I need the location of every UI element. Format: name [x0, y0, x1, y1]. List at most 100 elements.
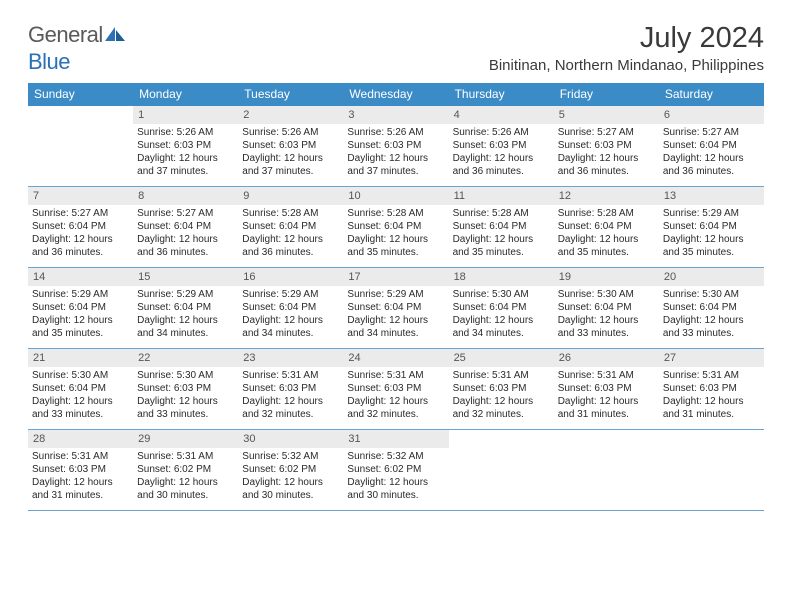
daylight-text: Daylight: 12 hours and 34 minutes. — [453, 314, 550, 340]
day-number: 24 — [343, 349, 448, 367]
day-cell: 24Sunrise: 5:31 AMSunset: 6:03 PMDayligh… — [343, 349, 448, 429]
sunset-text: Sunset: 6:03 PM — [32, 463, 129, 476]
day-number: 21 — [28, 349, 133, 367]
logo: General Blue — [28, 22, 127, 75]
daylight-text: Daylight: 12 hours and 31 minutes. — [558, 395, 655, 421]
sunset-text: Sunset: 6:04 PM — [558, 220, 655, 233]
daylight-text: Daylight: 12 hours and 32 minutes. — [242, 395, 339, 421]
day-number: 4 — [449, 106, 554, 124]
sunrise-text: Sunrise: 5:30 AM — [32, 369, 129, 382]
day-cell: 9Sunrise: 5:28 AMSunset: 6:04 PMDaylight… — [238, 187, 343, 267]
sunrise-text: Sunrise: 5:27 AM — [558, 126, 655, 139]
daylight-text: Daylight: 12 hours and 30 minutes. — [137, 476, 234, 502]
day-body: Sunrise: 5:27 AMSunset: 6:04 PMDaylight:… — [659, 124, 764, 182]
sunrise-text: Sunrise: 5:31 AM — [453, 369, 550, 382]
day-number: 14 — [28, 268, 133, 286]
sunrise-text: Sunrise: 5:31 AM — [137, 450, 234, 463]
sunset-text: Sunset: 6:02 PM — [242, 463, 339, 476]
day-cell: 12 Sunrise: 5:28 AMSunset: 6:04 PMDayligh… — [554, 187, 659, 267]
sunrise-text: Sunrise: 5:28 AM — [558, 207, 655, 220]
day-number: 30 — [238, 430, 343, 448]
day-body: Sunrise: 5:30 AMSunset: 6:04 PMDaylight:… — [554, 286, 659, 344]
day-number: 11 — [449, 187, 554, 205]
daylight-text: Daylight: 12 hours and 30 minutes. — [242, 476, 339, 502]
daylight-text: Daylight: 12 hours and 31 minutes. — [32, 476, 129, 502]
daylight-text: Daylight: 12 hours and 34 minutes. — [347, 314, 444, 340]
logo-sail-icon — [105, 23, 127, 49]
day-cell — [449, 430, 554, 510]
sunset-text: Sunset: 6:03 PM — [242, 139, 339, 152]
day-body: Sunrise: 5:26 AMSunset: 6:03 PMDaylight:… — [343, 124, 448, 182]
day-number: 16 — [238, 268, 343, 286]
day-number: 31 — [343, 430, 448, 448]
day-number: 25 — [449, 349, 554, 367]
day-cell — [28, 106, 133, 186]
day-cell: 29Sunrise: 5:31 AMSunset: 6:02 PMDayligh… — [133, 430, 238, 510]
sunset-text: Sunset: 6:04 PM — [242, 220, 339, 233]
day-cell: 22Sunrise: 5:30 AMSunset: 6:03 PMDayligh… — [133, 349, 238, 429]
day-body: Sunrise: 5:28 AMSunset: 6:04 PMDaylight:… — [343, 205, 448, 263]
day-cell: 16Sunrise: 5:29 AMSunset: 6:04 PMDayligh… — [238, 268, 343, 348]
sunrise-text: Sunrise: 5:32 AM — [347, 450, 444, 463]
sunset-text: Sunset: 6:03 PM — [453, 382, 550, 395]
daylight-text: Daylight: 12 hours and 33 minutes. — [663, 314, 760, 340]
day-number: 1 — [133, 106, 238, 124]
day-body: Sunrise: 5:29 AMSunset: 6:04 PMDaylight:… — [343, 286, 448, 344]
day-body: Sunrise: 5:31 AMSunset: 6:03 PMDaylight:… — [343, 367, 448, 425]
day-number: 10 — [343, 187, 448, 205]
day-cell: 25Sunrise: 5:31 AMSunset: 6:03 PMDayligh… — [449, 349, 554, 429]
sunrise-text: Sunrise: 5:26 AM — [347, 126, 444, 139]
week-row: 14Sunrise: 5:29 AMSunset: 6:04 PMDayligh… — [28, 268, 764, 349]
sunset-text: Sunset: 6:04 PM — [242, 301, 339, 314]
day-body: Sunrise: 5:26 AMSunset: 6:03 PMDaylight:… — [449, 124, 554, 182]
sunset-text: Sunset: 6:04 PM — [663, 139, 760, 152]
sunset-text: Sunset: 6:04 PM — [32, 220, 129, 233]
sunrise-text: Sunrise: 5:31 AM — [32, 450, 129, 463]
day-body: Sunrise: 5:28 AMSunset: 6:04 PMDaylight:… — [449, 205, 554, 263]
sunset-text: Sunset: 6:04 PM — [347, 301, 444, 314]
sunrise-text: Sunrise: 5:30 AM — [137, 369, 234, 382]
page-header: General Blue July 2024 Binitinan, Northe… — [28, 22, 764, 75]
sunset-text: Sunset: 6:03 PM — [663, 382, 760, 395]
day-number: 12 — [554, 187, 659, 205]
daylight-text: Daylight: 12 hours and 35 minutes. — [663, 233, 760, 259]
sunrise-text: Sunrise: 5:26 AM — [453, 126, 550, 139]
daylight-text: Daylight: 12 hours and 35 minutes. — [453, 233, 550, 259]
day-body: Sunrise: 5:26 AMSunset: 6:03 PMDaylight:… — [133, 124, 238, 182]
day-number — [554, 430, 659, 434]
day-number: 3 — [343, 106, 448, 124]
daylight-text: Daylight: 12 hours and 31 minutes. — [663, 395, 760, 421]
weekday-header: Saturday — [659, 83, 764, 106]
day-body: Sunrise: 5:28 AMSunset: 6:04 PMDaylight:… — [238, 205, 343, 263]
daylight-text: Daylight: 12 hours and 34 minutes. — [242, 314, 339, 340]
day-number: 5 — [554, 106, 659, 124]
day-body: Sunrise: 5:29 AMSunset: 6:04 PMDaylight:… — [28, 286, 133, 344]
day-body: Sunrise: 5:29 AMSunset: 6:04 PMDaylight:… — [659, 205, 764, 263]
sunset-text: Sunset: 6:03 PM — [347, 139, 444, 152]
daylight-text: Daylight: 12 hours and 36 minutes. — [558, 152, 655, 178]
sunset-text: Sunset: 6:03 PM — [137, 139, 234, 152]
sunrise-text: Sunrise: 5:31 AM — [347, 369, 444, 382]
sunrise-text: Sunrise: 5:29 AM — [137, 288, 234, 301]
day-number — [28, 106, 133, 110]
calendar-table: Sunday Monday Tuesday Wednesday Thursday… — [28, 83, 764, 511]
day-number — [449, 430, 554, 434]
day-number: 9 — [238, 187, 343, 205]
sunset-text: Sunset: 6:04 PM — [347, 220, 444, 233]
title-block: July 2024 Binitinan, Northern Mindanao, … — [489, 22, 764, 74]
day-number: 29 — [133, 430, 238, 448]
sunrise-text: Sunrise: 5:29 AM — [32, 288, 129, 301]
sunset-text: Sunset: 6:03 PM — [242, 382, 339, 395]
daylight-text: Daylight: 12 hours and 35 minutes. — [558, 233, 655, 259]
day-cell: 19Sunrise: 5:30 AMSunset: 6:04 PMDayligh… — [554, 268, 659, 348]
sunrise-text: Sunrise: 5:31 AM — [242, 369, 339, 382]
day-cell: 6Sunrise: 5:27 AMSunset: 6:04 PMDaylight… — [659, 106, 764, 186]
sunrise-text: Sunrise: 5:32 AM — [242, 450, 339, 463]
daylight-text: Daylight: 12 hours and 37 minutes. — [347, 152, 444, 178]
day-cell: 8Sunrise: 5:27 AMSunset: 6:04 PMDaylight… — [133, 187, 238, 267]
sunrise-text: Sunrise: 5:26 AM — [137, 126, 234, 139]
daylight-text: Daylight: 12 hours and 35 minutes. — [347, 233, 444, 259]
day-cell: 1Sunrise: 5:26 AMSunset: 6:03 PMDaylight… — [133, 106, 238, 186]
day-body: Sunrise: 5:27 AMSunset: 6:04 PMDaylight:… — [133, 205, 238, 263]
day-number: 7 — [28, 187, 133, 205]
